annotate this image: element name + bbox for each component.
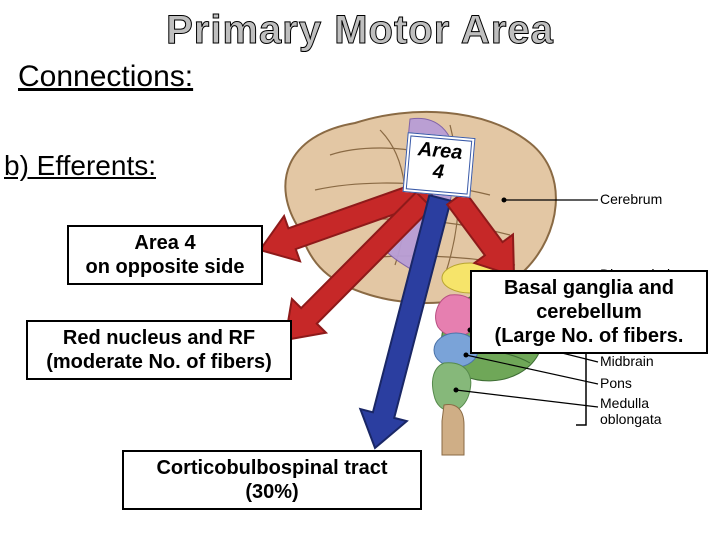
- page-title: Primary Motor Area: [0, 8, 720, 53]
- area4-marker: Area 4: [403, 132, 476, 198]
- box-red-nucleus-l1: Red nucleus and RF: [34, 326, 284, 350]
- box-basal-l2: cerebellum: [478, 300, 700, 324]
- box-red-nucleus-l2: (moderate No. of fibers): [34, 350, 284, 374]
- efferents-heading: b) Efferents:: [4, 150, 156, 182]
- box-cortico-l1: Corticobulbospinal tract: [130, 456, 414, 480]
- connections-heading: Connections:: [18, 60, 193, 94]
- box-corticobulbospinal: Corticobulbospinal tract (30%): [122, 450, 422, 510]
- box-basal-l1: Basal ganglia and: [478, 276, 700, 300]
- box-area4-opposite-l1: Area 4: [75, 231, 255, 255]
- box-area4-opposite-l2: on opposite side: [75, 255, 255, 279]
- svg-text:Pons: Pons: [600, 375, 632, 391]
- box-cortico-l2: (30%): [130, 480, 414, 504]
- svg-text:Cerebrum: Cerebrum: [600, 191, 662, 207]
- box-area4-opposite: Area 4 on opposite side: [67, 225, 263, 285]
- box-red-nucleus: Red nucleus and RF (moderate No. of fibe…: [26, 320, 292, 380]
- svg-text:Medulla: Medulla: [600, 395, 649, 411]
- svg-text:oblongata: oblongata: [600, 411, 662, 427]
- box-basal-ganglia: Basal ganglia and cerebellum (Large No. …: [470, 270, 708, 354]
- box-basal-l3: (Large No. of fibers.: [478, 324, 700, 348]
- svg-text:Midbrain: Midbrain: [600, 353, 654, 369]
